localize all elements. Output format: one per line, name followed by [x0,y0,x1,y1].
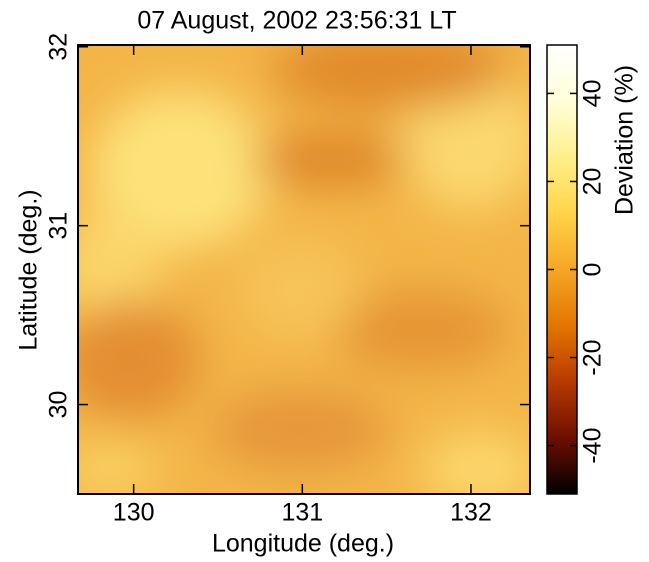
x-tick-label: 130 [113,499,155,527]
field [78,45,530,494]
plot-frame [77,44,531,495]
y-tick-label: 32 [45,33,73,61]
x-tick-label: 132 [450,499,492,527]
y-tick-label: 31 [45,212,73,240]
chart-title: 07 August, 2002 23:56:31 LT [137,7,456,35]
colorbar-tick-label: 0 [579,263,607,277]
y-tick-label: 30 [45,391,73,419]
colorbar-label: Deviation (%) [611,65,639,215]
colorbar-tick-label: -40 [579,428,607,464]
colorbar-tick-label: 20 [579,168,607,196]
colorbar-tick-label: 40 [579,80,607,108]
colorbar-tick-label: -20 [579,339,607,375]
x-tick-label: 131 [281,499,323,527]
x-axis-label: Longitude (deg.) [212,530,394,558]
y-axis-label: Latitude (deg.) [15,189,43,350]
